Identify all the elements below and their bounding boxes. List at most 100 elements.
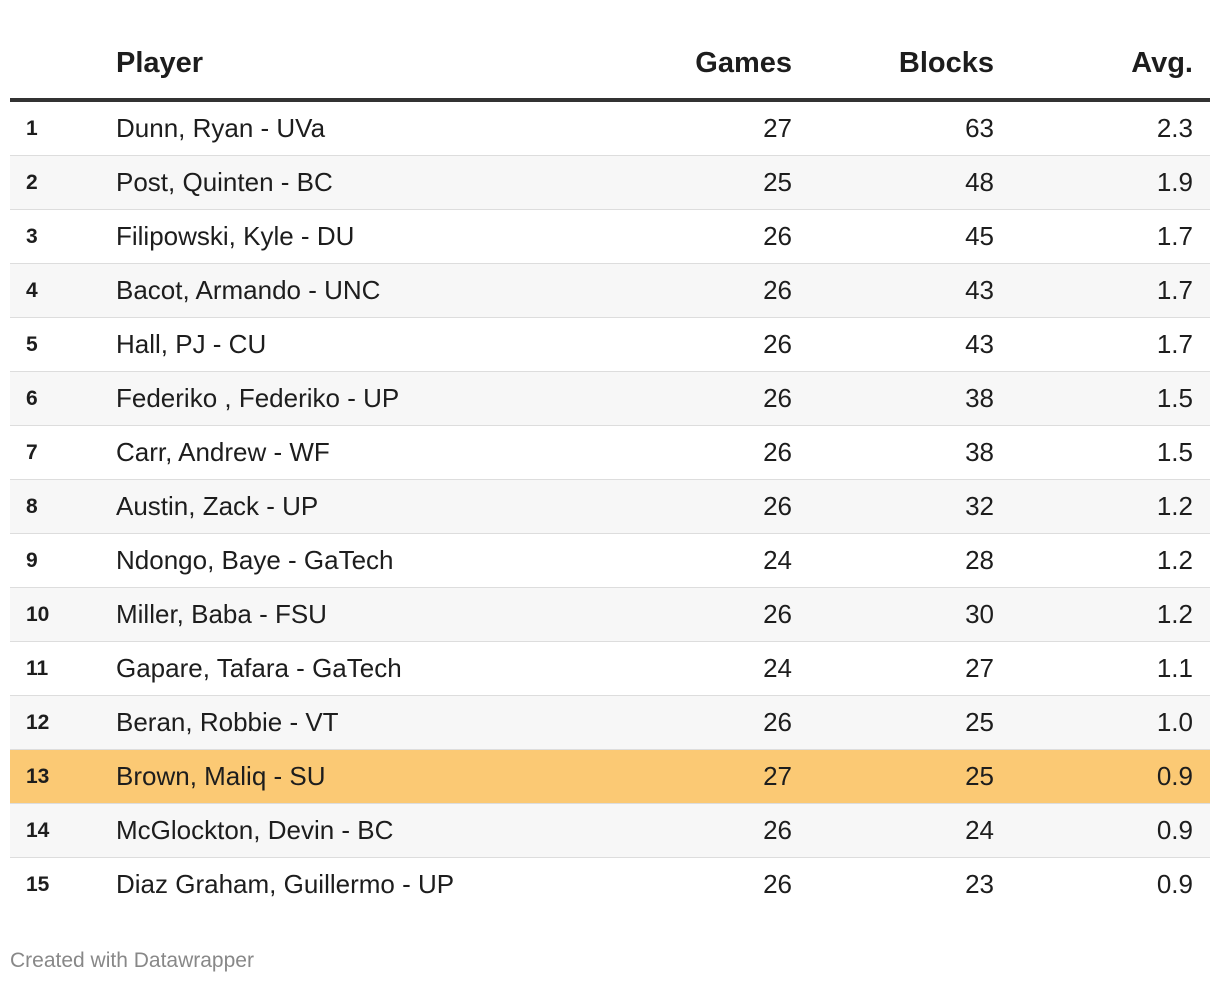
cell-games: 26: [616, 479, 792, 534]
header-avg: Avg.: [994, 28, 1210, 102]
cell-rank: 15: [26, 872, 50, 896]
cell-games: 26: [763, 869, 792, 899]
cell-player: Federiko , Federiko - UP: [116, 371, 616, 426]
cell-avg: 1.1: [994, 641, 1210, 696]
cell-games: 26: [616, 371, 792, 426]
cell-rank: 9: [10, 533, 116, 588]
table-row: 12 Beran, Robbie - VT 26 25 1.0: [10, 695, 1210, 750]
cell-player: Post, Quinten - BC: [116, 155, 616, 210]
table-row: 14 McGlockton, Devin - BC 26 24 0.9: [10, 803, 1210, 858]
cell-games: 27: [616, 100, 792, 156]
cell-player: Brown, Maliq - SU: [116, 749, 616, 804]
cell-blocks: 43: [792, 317, 994, 372]
cell-blocks: 45: [792, 209, 994, 264]
cell-avg: 0.9: [994, 803, 1210, 858]
cell-games: 24: [616, 533, 792, 588]
cell-rank: 1: [10, 100, 116, 156]
cell-blocks: 25: [792, 749, 994, 804]
cell-games: 26: [616, 209, 792, 264]
cell-player: Dunn, Ryan - UVa: [116, 100, 616, 156]
cell-avg: 1.5: [994, 425, 1210, 480]
header-rank: [10, 28, 116, 102]
cell-rank: 13: [10, 749, 116, 804]
cell-blocks: 63: [792, 100, 994, 156]
table-row: 11 Gapare, Tafara - GaTech 24 27 1.1: [10, 641, 1210, 696]
cell-player: Carr, Andrew - WF: [116, 425, 616, 480]
cell-rank: 4: [10, 263, 116, 318]
table-row: 1 Dunn, Ryan - UVa 27 63 2.3: [10, 100, 1210, 156]
cell-player: Hall, PJ - CU: [116, 317, 616, 372]
cell-player: Diaz Graham, Guillermo - UP: [116, 869, 455, 899]
cell-rank: 3: [10, 209, 116, 264]
cell-avg: 1.5: [994, 371, 1210, 426]
cell-player: McGlockton, Devin - BC: [116, 803, 616, 858]
cell-games: 26: [616, 263, 792, 318]
footer-credit: Created with Datawrapper: [10, 949, 254, 972]
cell-games: 26: [616, 803, 792, 858]
table-row: 8 Austin, Zack - UP 26 32 1.2: [10, 479, 1210, 534]
table-row: 2 Post, Quinten - BC 25 48 1.9: [10, 155, 1210, 210]
cell-player: Austin, Zack - UP: [116, 479, 616, 534]
cell-avg: 2.3: [994, 100, 1210, 156]
cell-avg: 1.2: [994, 533, 1210, 588]
cell-avg: 0.9: [994, 749, 1210, 804]
cell-blocks: 32: [792, 479, 994, 534]
cell-rank: 10: [10, 587, 116, 642]
cell-player: Bacot, Armando - UNC: [116, 263, 616, 318]
cell-blocks: 38: [792, 425, 994, 480]
cell-rank: 14: [10, 803, 116, 858]
table-body: 1 Dunn, Ryan - UVa 27 63 2.3 2 Post, Quinten -…: [10, 100, 1210, 911]
cell-blocks: 25: [792, 695, 994, 750]
table-header-row: Player Games Blocks Avg.: [10, 28, 1210, 102]
data-table-container: Player Games Blocks Avg. 1 Dunn, Ryan - U…: [10, 28, 1210, 911]
table-row: 10 Miller, Baba - FSU 26 30 1.2: [10, 587, 1210, 642]
cell-player: Gapare, Tafara - GaTech: [116, 641, 616, 696]
cell-blocks: 27: [792, 641, 994, 696]
cell-blocks: 28: [792, 533, 994, 588]
cell-rank: 8: [10, 479, 116, 534]
cell-games: 26: [616, 317, 792, 372]
cell-games: 27: [616, 749, 792, 804]
cell-rank: 6: [10, 371, 116, 426]
cell-avg: 1.9: [994, 155, 1210, 210]
table-row: 15 Diaz Graham, Guillermo - UP 26 23 0.9: [10, 858, 1210, 912]
blocks-table: Player Games Blocks Avg. 1 Dunn, Ryan - U…: [10, 28, 1210, 911]
cell-rank: 11: [10, 641, 116, 696]
cell-avg: 1.7: [994, 209, 1210, 264]
cell-avg: 1.2: [994, 479, 1210, 534]
cell-rank: 2: [10, 155, 116, 210]
cell-player: Filipowski, Kyle - DU: [116, 209, 616, 264]
cell-blocks: 23: [965, 869, 994, 899]
table-row-highlighted: 13 Brown, Maliq - SU 27 25 0.9: [10, 749, 1210, 804]
table-row: 6 Federiko , Federiko - UP 26 38 1.5: [10, 371, 1210, 426]
header-blocks: Blocks: [792, 28, 994, 102]
cell-games: 26: [616, 695, 792, 750]
cell-player: Miller, Baba - FSU: [116, 587, 616, 642]
cell-blocks: 43: [792, 263, 994, 318]
cell-rank: 12: [10, 695, 116, 750]
cell-games: 25: [616, 155, 792, 210]
cell-games: 24: [616, 641, 792, 696]
cell-games: 26: [616, 425, 792, 480]
cell-rank: 7: [10, 425, 116, 480]
cell-player: Beran, Robbie - VT: [116, 695, 616, 750]
cell-avg: 1.7: [994, 317, 1210, 372]
cell-avg: 0.9: [1156, 869, 1193, 899]
cell-blocks: 38: [792, 371, 994, 426]
header-games: Games: [616, 28, 792, 102]
table-row: 5 Hall, PJ - CU 26 43 1.7: [10, 317, 1210, 372]
table-row: 7 Carr, Andrew - WF 26 38 1.5: [10, 425, 1210, 480]
table-row: 9 Ndongo, Baye - GaTech 24 28 1.2: [10, 533, 1210, 588]
cell-blocks: 48: [792, 155, 994, 210]
header-player: Player: [116, 28, 616, 102]
cell-blocks: 30: [792, 587, 994, 642]
cell-rank: 5: [10, 317, 116, 372]
table-row: 4 Bacot, Armando - UNC 26 43 1.7: [10, 263, 1210, 318]
cell-avg: 1.2: [994, 587, 1210, 642]
cell-avg: 1.0: [994, 695, 1210, 750]
cell-blocks: 24: [792, 803, 994, 858]
table-row: 3 Filipowski, Kyle - DU 26 45 1.7: [10, 209, 1210, 264]
cell-games: 26: [616, 587, 792, 642]
cell-player: Ndongo, Baye - GaTech: [116, 533, 616, 588]
cell-avg: 1.7: [994, 263, 1210, 318]
